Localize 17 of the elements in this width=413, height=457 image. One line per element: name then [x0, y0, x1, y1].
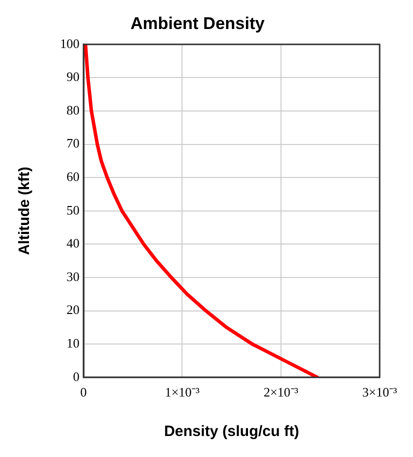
- chart-title: Ambient Density: [130, 14, 266, 33]
- x-axis-title: Density (slug/cu ft): [164, 423, 300, 440]
- y-tick-label: 60: [66, 169, 80, 184]
- y-tick-label: 0: [73, 368, 80, 384]
- x-tick-label: 3×10⁻³: [362, 384, 398, 400]
- y-tick-label: 10: [66, 336, 80, 351]
- y-tick-label: 70: [66, 136, 80, 151]
- y-tick-label: 30: [66, 268, 80, 284]
- y-axis-title: Altitude (kft): [16, 166, 34, 256]
- y-tick-label: 20: [66, 302, 80, 318]
- y-tick-label: 90: [66, 69, 80, 84]
- x-tick-label: 1×10⁻³: [164, 384, 200, 400]
- y-tick-label: 100: [60, 36, 80, 51]
- y-tick-label: 80: [66, 102, 80, 118]
- y-tick-label: 50: [66, 202, 80, 218]
- x-tick-label: 2×10⁻³: [264, 384, 298, 400]
- y-tick-label: 40: [66, 236, 80, 251]
